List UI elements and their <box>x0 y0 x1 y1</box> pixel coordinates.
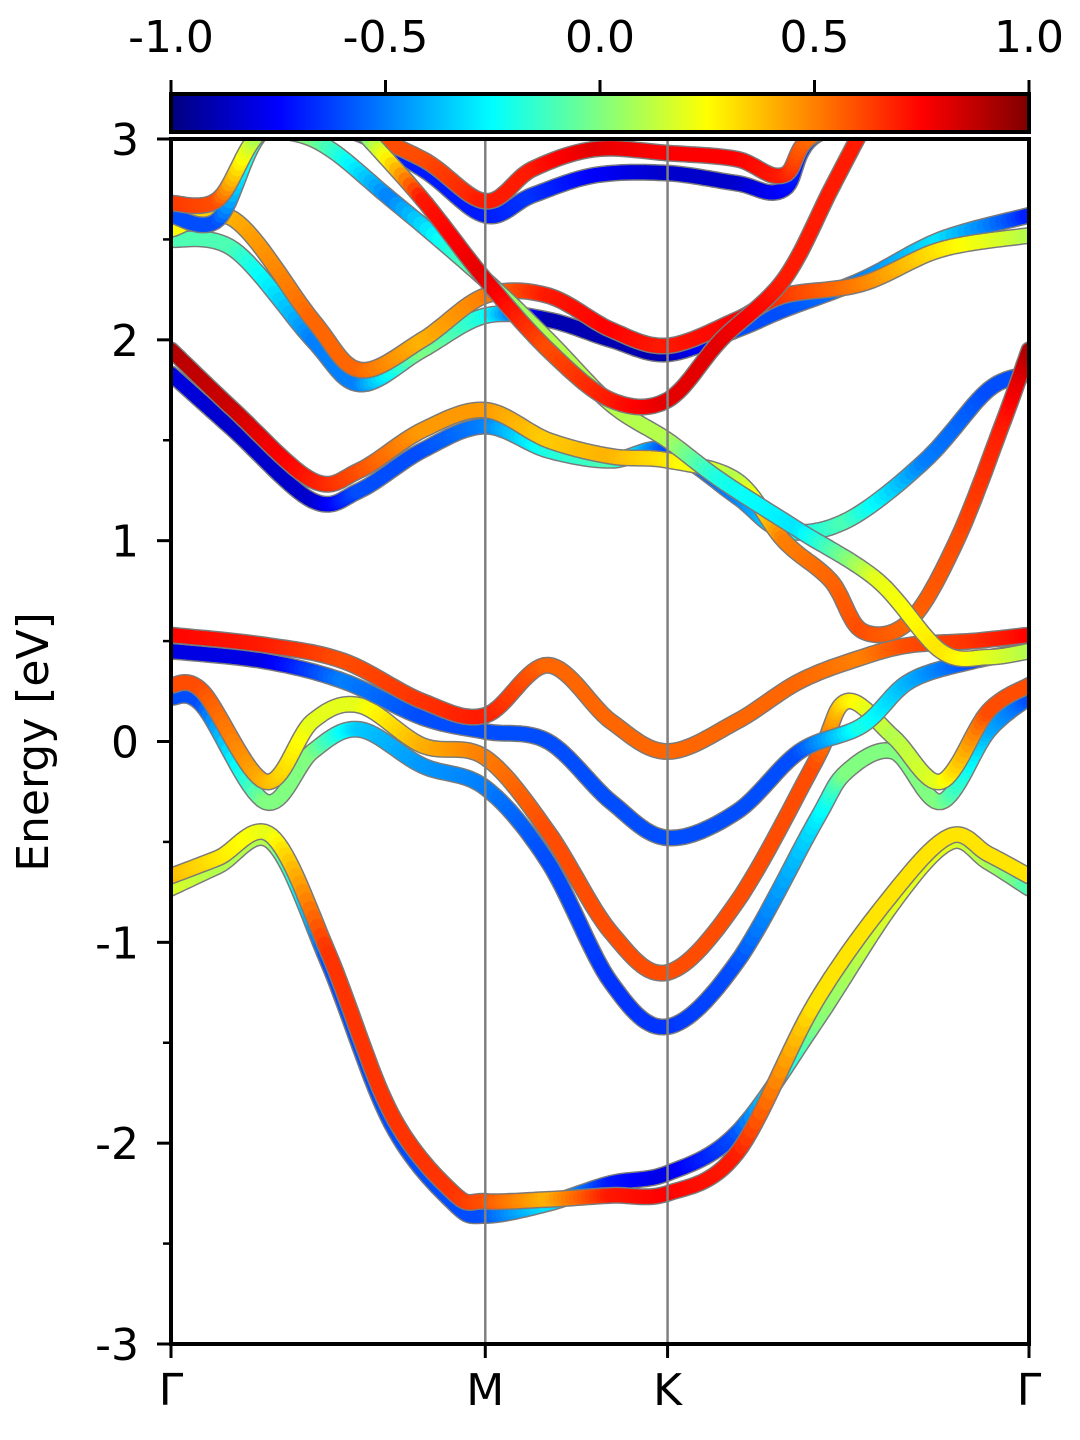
band-9 <box>171 205 1029 379</box>
band-segment <box>805 139 823 145</box>
band-outline <box>272 139 1029 668</box>
band-segment <box>354 139 371 143</box>
y-tick-label: 2 <box>111 316 139 367</box>
y-tick-label: -3 <box>95 1320 139 1371</box>
band-outline <box>171 139 826 215</box>
band-1 <box>171 823 1029 1211</box>
high-symmetry-lines <box>484 139 669 1344</box>
colorbar-tick-label: -1.0 <box>128 12 214 63</box>
y-tick-label: -2 <box>95 1119 139 1170</box>
band-segment <box>296 139 315 144</box>
band-segment <box>291 139 309 143</box>
colorbar: -1.0 -0.5 0.0 0.5 1.0 <box>128 12 1064 134</box>
x-tick-label: M <box>466 1365 504 1416</box>
band-3 <box>171 674 1029 982</box>
plot-area: -3 -2 -1 0 1 2 3 Γ M K Γ Energy [eV] <box>8 115 1042 1416</box>
colorbar-ticks: -1.0 -0.5 0.0 0.5 1.0 <box>128 12 1064 94</box>
band-5 <box>171 626 1029 760</box>
colorbar-tick-label: 0.5 <box>780 12 850 63</box>
colorbar-tick-label: 0.0 <box>565 12 635 63</box>
x-tick-label: Γ <box>1017 1365 1042 1416</box>
y-axis-ticks: -3 -2 -1 0 1 2 3 <box>95 115 171 1371</box>
y-axis-label: Energy [eV] <box>8 612 59 872</box>
colorbar-gradient <box>169 92 1031 134</box>
bands-group <box>171 139 1029 1225</box>
y-tick-label: -1 <box>95 918 139 969</box>
y-tick-label: 1 <box>111 517 139 568</box>
y-tick-label: 0 <box>111 718 139 769</box>
x-tick-label: Γ <box>159 1365 184 1416</box>
colorbar-tick-label: -0.5 <box>343 12 429 63</box>
band-11 <box>171 139 826 215</box>
band-12 <box>272 139 1029 668</box>
band-segment <box>358 139 376 143</box>
y-tick-label: 3 <box>111 115 139 166</box>
band-10 <box>171 139 828 234</box>
x-tick-label: K <box>653 1365 683 1416</box>
colorbar-tick-label: 1.0 <box>994 12 1064 63</box>
